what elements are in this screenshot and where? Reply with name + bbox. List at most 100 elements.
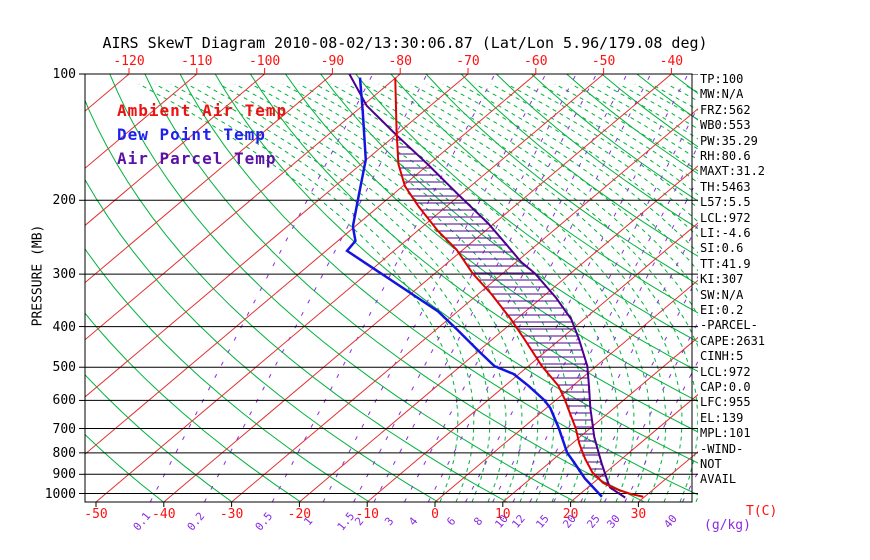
pressure-tick-label: 800 [52, 445, 76, 461]
isotherm-line [85, 74, 537, 455]
bottom-temp-label: -50 [84, 507, 108, 522]
dry-adiabat-line [249, 74, 698, 433]
isotherm-line [85, 74, 469, 398]
top-temp-label: -120 [113, 54, 145, 69]
isotherm-line [366, 222, 698, 502]
moist-adiabat-line [506, 83, 698, 209]
isotherm-line [85, 74, 401, 341]
mixing-ratio-line [404, 74, 628, 502]
moist-adiabat-line [314, 83, 635, 502]
isotherm-line [85, 74, 130, 112]
dry-adiabat-line [390, 74, 698, 314]
dew-point-temp-curve [345, 77, 603, 498]
stats-line: AVAIL [700, 472, 737, 487]
top-temp-label: -70 [456, 54, 480, 69]
mixing-ratio-line [492, 105, 698, 502]
dry-adiabat-line [495, 74, 698, 229]
stats-line: RH:80.6 [700, 149, 751, 163]
legend-ambient-air-temp: Ambient Air Temp [117, 101, 288, 120]
moist-adiabat-line [154, 83, 475, 502]
mixing-ratio-line [427, 74, 652, 502]
moist-adiabat-line [410, 83, 698, 317]
stats-line: LFC:955 [700, 395, 751, 410]
isotherm-line [95, 74, 604, 502]
isotherm-line [299, 165, 698, 502]
pressure-tick-label: 300 [52, 267, 76, 283]
mixing-ratio-line [512, 145, 698, 502]
dry-adiabat-line [85, 373, 233, 502]
mixing-ratio-line [271, 74, 496, 502]
dry-adiabat-line [144, 74, 646, 502]
dry-adiabat-line [85, 178, 440, 502]
top-temp-label: -60 [524, 54, 548, 69]
mixing-ratio-line [149, 74, 374, 502]
bottom-temp-label: -40 [152, 507, 176, 522]
moist-adiabat-line [346, 83, 667, 502]
bottom-temp-label: -20 [287, 507, 312, 522]
stats-line: SW:N/A [700, 287, 744, 302]
dry-adiabat-line [109, 74, 577, 502]
stats-line: CAPE:2631 [700, 333, 766, 348]
stats-line: SI:0.6 [700, 241, 744, 256]
stats-line: EL:139 [700, 410, 744, 425]
air-parcel-temp-curve [348, 73, 626, 499]
pressure-tick-label: 200 [52, 193, 76, 209]
stats-line: WB0:553 [700, 118, 751, 133]
dry-adiabat-line [425, 74, 698, 285]
stats-line: LCL:972 [700, 210, 751, 225]
grid-lines [85, 74, 870, 502]
pressure-tick-label: 1000 [44, 486, 76, 502]
stats-line: L57:5.5 [700, 195, 751, 210]
stats-line: EI:0.2 [700, 303, 744, 317]
top-temp-label: -40 [659, 54, 684, 69]
dry-adiabat-line [460, 74, 698, 257]
top-temp-label: -100 [248, 54, 281, 69]
bottom-temp-label: 0 [431, 507, 439, 522]
legend-dew-point-temp: Dew Point Temp [117, 125, 266, 144]
dry-adiabat-line [85, 248, 371, 502]
stats-line: KI:307 [700, 272, 744, 287]
dry-adiabat-line [214, 74, 698, 464]
top-temp-label: -80 [388, 54, 412, 69]
bottom-temp-label: 20 [562, 507, 579, 522]
top-temp-label: -90 [320, 54, 345, 69]
stats-line: MAXT:31.2 [700, 164, 766, 179]
mixing-ratio-axis-unit: (g/kg) [704, 518, 751, 533]
stats-line: TP:100 [700, 72, 744, 86]
moist-adiabat-line [747, 84, 870, 502]
moist-adiabat-line [330, 83, 651, 502]
stats-line: -PARCEL- [700, 318, 758, 333]
dry-adiabat-line [355, 74, 698, 343]
pressure-tick-label: 900 [52, 467, 76, 483]
dry-adiabat-line [601, 74, 698, 148]
stats-line: MPL:101 [700, 426, 751, 441]
isotherm-line [434, 279, 698, 502]
isotherm-line [502, 336, 698, 502]
mixing-ratio-line [465, 74, 689, 502]
moist-adiabat-line [282, 83, 603, 502]
moist-adiabat-line [250, 83, 571, 502]
moist-adiabat-line [650, 83, 698, 111]
moist-adiabat-line [234, 83, 555, 502]
stats-line: CINH:5 [700, 349, 744, 364]
stats-line: CAP:0.0 [700, 380, 751, 394]
stats-line: PW:35.29 [700, 133, 758, 148]
pressure-tick-label: 400 [52, 319, 76, 335]
pressure-tick-label: 500 [52, 360, 76, 376]
bottom-temp-label: -10 [355, 507, 379, 522]
bottom-temp-label: 30 [630, 507, 647, 522]
cape-hatch-region [397, 139, 609, 484]
dry-adiabat-line [566, 74, 698, 175]
ambient-air-temp-curve [394, 77, 644, 498]
stats-line: TH:5463 [700, 179, 751, 194]
mixing-ratio-line [353, 74, 577, 502]
dry-adiabat-line [85, 312, 302, 502]
moist-adiabat-line [186, 83, 507, 502]
isotherm-line [85, 74, 198, 169]
top-temp-label: -50 [591, 54, 616, 69]
moist-adiabat-line [298, 83, 619, 502]
top-temp-label: -110 [181, 54, 213, 69]
bottom-temp-label: 10 [494, 507, 511, 522]
